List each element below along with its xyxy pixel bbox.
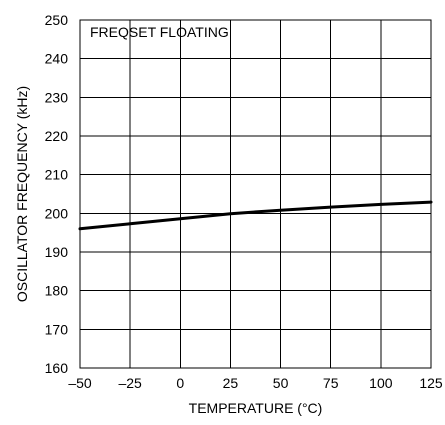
x-tick-label: 125 — [419, 375, 443, 391]
x-axis-title: TEMPERATURE (°C) — [189, 400, 323, 416]
plot-area-frame — [79, 19, 432, 369]
y-tick-label: 190 — [45, 244, 69, 260]
y-tick-label: 210 — [45, 167, 69, 183]
x-tick-label: 0 — [176, 375, 184, 391]
chart-annotation: FREQSET FLOATING — [90, 24, 229, 40]
x-tick-label: 50 — [273, 375, 289, 391]
x-tick-labels: –50 –25 0 25 50 75 100 125 — [68, 375, 443, 391]
x-tick-label: –25 — [118, 375, 142, 391]
y-axis-title: OSCILLATOR FREQUENCY (kHz) — [14, 86, 30, 302]
y-tick-label: 230 — [45, 89, 69, 105]
y-tick-label: 170 — [45, 321, 69, 337]
x-tick-label: –50 — [68, 375, 92, 391]
y-tick-label: 200 — [45, 205, 69, 221]
y-tick-label: 180 — [45, 283, 69, 299]
grid — [80, 20, 431, 368]
series-layer — [78, 200, 433, 231]
y-tick-label: 220 — [45, 128, 69, 144]
x-tick-label: 100 — [369, 375, 393, 391]
y-tick-label: 250 — [45, 12, 69, 28]
y-tick-label: 240 — [45, 51, 69, 67]
series-line — [78, 200, 433, 231]
y-tick-label: 160 — [45, 360, 69, 376]
y-tick-labels: 160 170 180 190 200 210 220 230 240 250 — [45, 12, 69, 376]
x-tick-label: 75 — [323, 375, 339, 391]
x-tick-label: 25 — [223, 375, 239, 391]
